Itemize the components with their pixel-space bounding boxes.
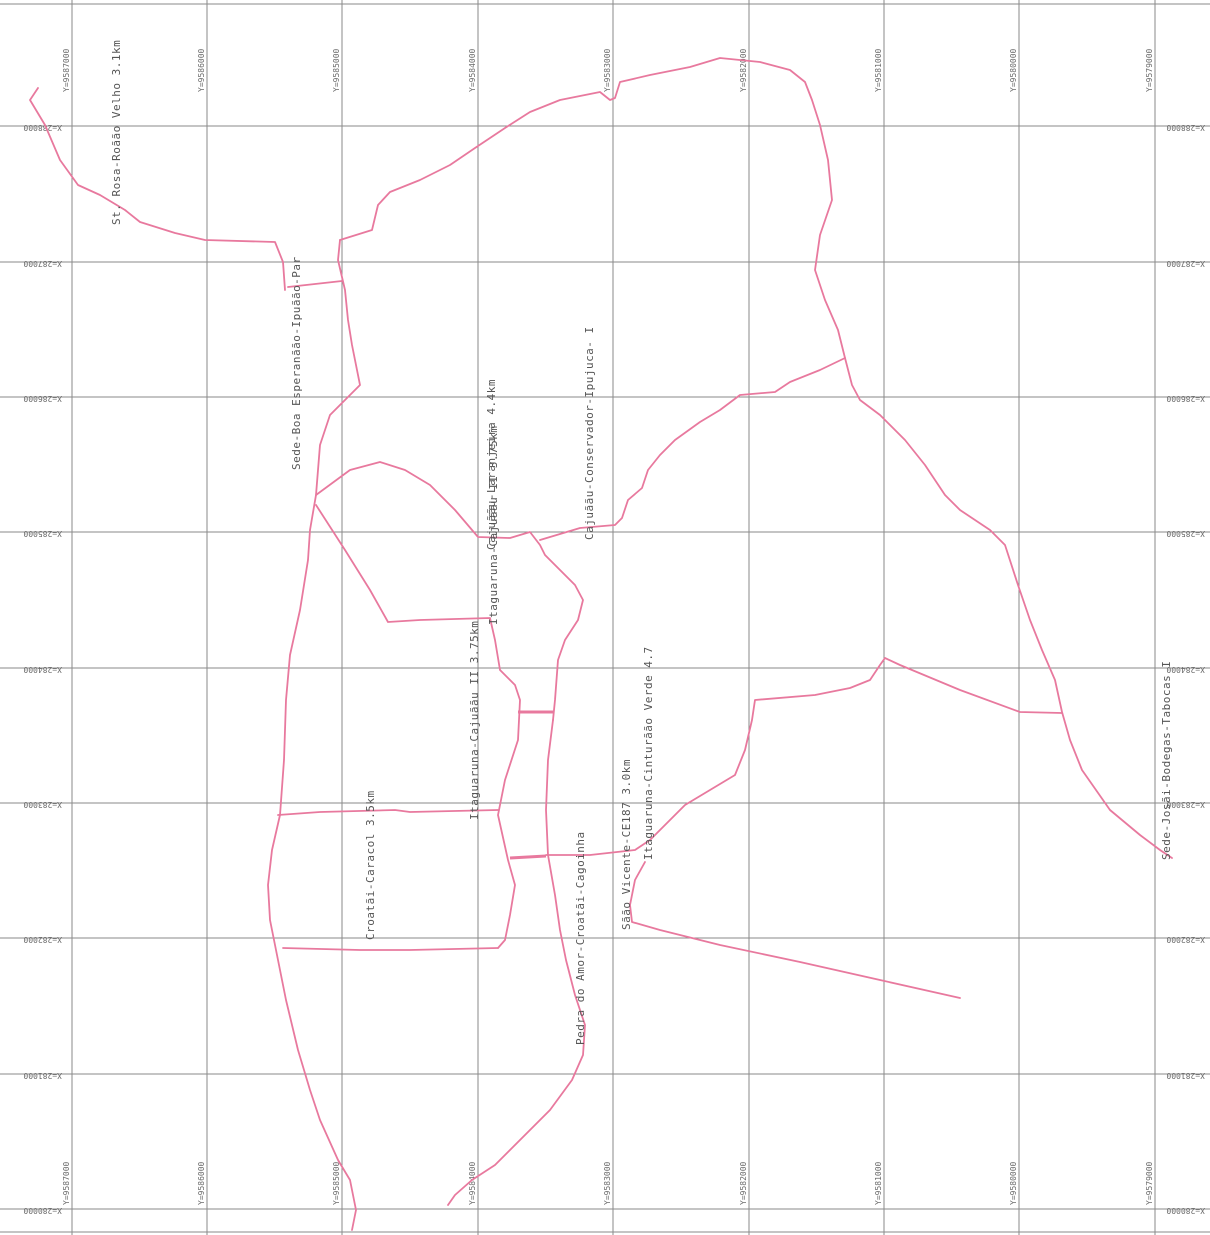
y-label-bottom: Y=9584000 xyxy=(468,1161,477,1205)
road-labels: St. Rosa-Roãão Velho 3.1km Sede-Boa Espe… xyxy=(110,40,1173,1045)
road-northern-loop xyxy=(339,57,1173,859)
grid-horizontal xyxy=(0,125,1210,1210)
y-label-bottom: Y=9585000 xyxy=(332,1161,341,1205)
x-label-right: X=288000 xyxy=(1166,123,1205,132)
road-label-cajuassu-laranjeira: Cajuããu-Laranjeira 4.4km xyxy=(485,379,498,550)
x-label-left: X=286000 xyxy=(23,394,62,403)
x-label-left: X=282000 xyxy=(23,935,62,944)
road-cajuassu-conservador xyxy=(539,357,846,541)
road-itaguaruna-cinturao xyxy=(629,861,961,999)
road-connector-bold-2 xyxy=(509,854,547,860)
road-junction-loop xyxy=(315,461,584,721)
x-label-left: X=280000 xyxy=(23,1206,62,1215)
y-label-bottom: Y=9579000 xyxy=(1145,1161,1154,1205)
x-labels-left: X=288000 X=287000 X=286000 X=285000 X=28… xyxy=(23,123,62,1215)
y-label-bottom: Y=9582000 xyxy=(739,1161,748,1205)
road-east-inner xyxy=(447,719,586,1206)
x-labels-right: X=288000 X=287000 X=286000 X=285000 X=28… xyxy=(1166,123,1205,1215)
y-label-top: Y=9581000 xyxy=(874,48,883,92)
y-label-top: Y=9580000 xyxy=(1009,48,1018,92)
x-label-right: X=281000 xyxy=(1166,1071,1205,1080)
x-label-right: X=282000 xyxy=(1166,935,1205,944)
x-label-left: X=284000 xyxy=(23,665,62,674)
road-label-cajuassu-conservador: Cajuããu-Conservador-Ipujuca- I xyxy=(583,326,596,540)
y-label-top: Y=9583000 xyxy=(603,48,612,92)
x-label-left: X=283000 xyxy=(23,800,62,809)
grid-vertical xyxy=(71,0,1156,1235)
road-laranjeira-west xyxy=(315,504,521,949)
road-main-spine xyxy=(267,239,361,1231)
y-label-top: Y=9586000 xyxy=(197,48,206,92)
road-label-st-rosa: St. Rosa-Roãão Velho 3.1km xyxy=(110,40,123,225)
y-label-top: Y=9582000 xyxy=(739,48,748,92)
y-label-bottom: Y=9581000 xyxy=(874,1161,883,1205)
y-labels-bottom: Y=9587000 Y=9586000 Y=9585000 Y=9584000 … xyxy=(62,1161,1154,1205)
road-connector-287 xyxy=(287,280,343,288)
x-label-right: X=286000 xyxy=(1166,394,1205,403)
road-st-rosa xyxy=(29,87,286,291)
x-label-right: X=280000 xyxy=(1166,1206,1205,1215)
road-sao-vicente xyxy=(545,657,1063,856)
road-label-itaguaruna-cinturao: Itaguaruna-Cinturãão Verde 4.7 xyxy=(642,646,655,860)
x-label-left: X=285000 xyxy=(23,529,62,538)
y-label-bottom: Y=9580000 xyxy=(1009,1161,1018,1205)
y-label-top: Y=9579000 xyxy=(1145,48,1154,92)
road-label-itaguaruna-cajuassu: Itaguaruna-Cajuããu II 3.75km xyxy=(468,621,481,820)
x-label-right: X=284000 xyxy=(1166,665,1205,674)
y-label-top: Y=9587000 xyxy=(62,48,71,92)
y-label-bottom: Y=9587000 xyxy=(62,1161,71,1205)
road-label-sede-josai: Sede-Josãi-Bodegas-Tabocas I xyxy=(1160,661,1173,860)
roads xyxy=(29,57,1173,1231)
road-label-itaguaruna-cajuassu-top: Itaguaruna-Cajuããu II 3.75km xyxy=(487,426,500,625)
x-label-left: X=287000 xyxy=(23,259,62,268)
x-label-left: X=281000 xyxy=(23,1071,62,1080)
y-label-bottom: Y=9583000 xyxy=(603,1161,612,1205)
road-croata-south xyxy=(282,947,499,951)
road-croata-caracol xyxy=(277,809,499,816)
y-labels-top: Y=9587000 Y=9586000 Y=9585000 Y=9584000 … xyxy=(62,48,1154,92)
y-label-top: Y=9585000 xyxy=(332,48,341,92)
x-label-left: X=288000 xyxy=(23,123,62,132)
road-label-sede-boa: Sede-Boa Esperanãão-Ipuãão-Par xyxy=(290,256,303,470)
road-label-sao-vicente: Sãão Vicente-CE187 3.0km xyxy=(620,759,633,930)
y-label-top: Y=9584000 xyxy=(468,48,477,92)
y-label-bottom: Y=9586000 xyxy=(197,1161,206,1205)
x-label-right: X=283000 xyxy=(1166,800,1205,809)
x-label-right: X=285000 xyxy=(1166,529,1205,538)
road-label-pedra-amor: Pedra do Amor-Croatãi-Cagoinha xyxy=(574,831,587,1045)
x-label-right: X=287000 xyxy=(1166,259,1205,268)
road-label-croata-caracol: Croatãi-Caracol 3.5km xyxy=(364,790,377,940)
